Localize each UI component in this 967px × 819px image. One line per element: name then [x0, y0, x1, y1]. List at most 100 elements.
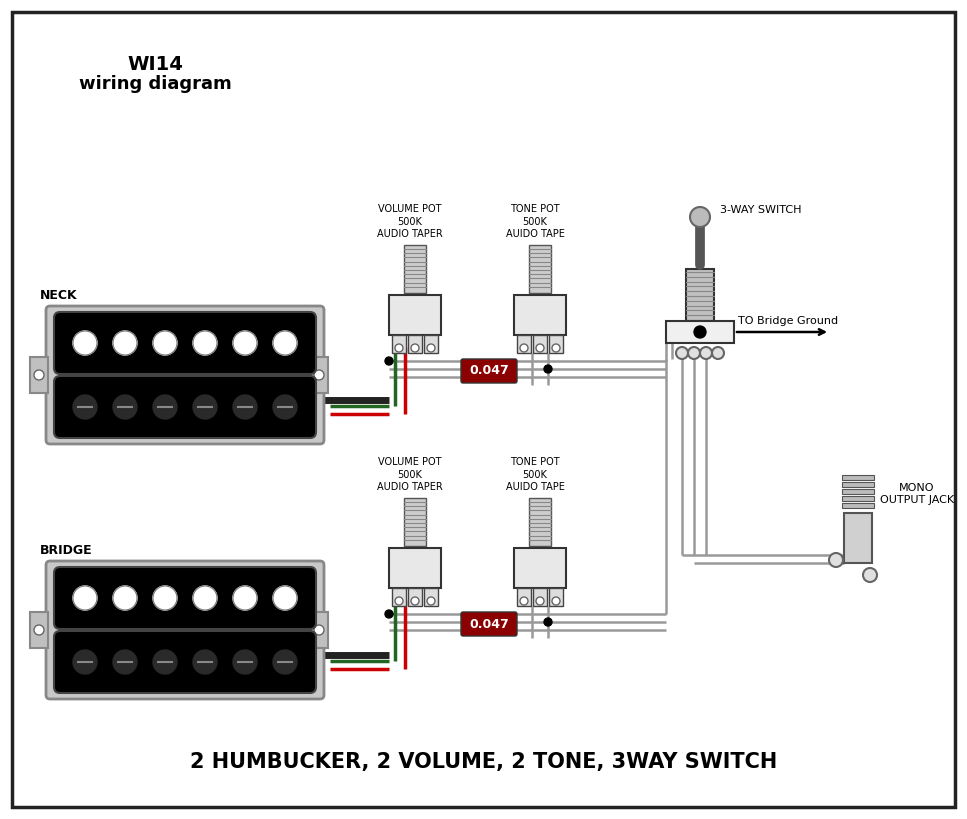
- Text: WI14: WI14: [127, 55, 183, 74]
- Circle shape: [688, 347, 700, 359]
- Bar: [533, 335, 547, 353]
- Circle shape: [700, 347, 712, 359]
- Bar: [529, 245, 551, 293]
- Text: NECK: NECK: [40, 289, 77, 302]
- Circle shape: [863, 568, 877, 582]
- Circle shape: [520, 344, 528, 352]
- Circle shape: [113, 586, 137, 610]
- Bar: [392, 588, 406, 606]
- Bar: [529, 498, 551, 546]
- Bar: [310, 357, 328, 393]
- Circle shape: [113, 331, 137, 355]
- Circle shape: [395, 344, 403, 352]
- Text: TONE POT
500K
AUIDO TAPE: TONE POT 500K AUIDO TAPE: [506, 204, 565, 239]
- FancyBboxPatch shape: [54, 312, 316, 374]
- Text: 2 HUMBUCKER, 2 VOLUME, 2 TONE, 3WAY SWITCH: 2 HUMBUCKER, 2 VOLUME, 2 TONE, 3WAY SWIT…: [190, 752, 777, 772]
- Circle shape: [395, 597, 403, 605]
- Circle shape: [233, 331, 257, 355]
- Circle shape: [153, 586, 177, 610]
- Text: TONE POT
500K
AUIDO TAPE: TONE POT 500K AUIDO TAPE: [506, 457, 565, 492]
- Bar: [310, 612, 328, 648]
- FancyBboxPatch shape: [461, 359, 517, 383]
- Circle shape: [233, 395, 257, 419]
- Circle shape: [273, 331, 297, 355]
- Circle shape: [113, 650, 137, 674]
- Bar: [844, 513, 872, 563]
- FancyBboxPatch shape: [54, 631, 316, 693]
- Bar: [514, 548, 566, 588]
- Circle shape: [427, 344, 435, 352]
- FancyBboxPatch shape: [461, 612, 517, 636]
- Bar: [842, 489, 874, 494]
- Circle shape: [73, 395, 97, 419]
- Circle shape: [829, 553, 843, 567]
- Circle shape: [427, 597, 435, 605]
- Bar: [424, 335, 438, 353]
- Text: MONO
OUTPUT JACK: MONO OUTPUT JACK: [880, 483, 954, 505]
- FancyBboxPatch shape: [54, 567, 316, 629]
- Bar: [404, 245, 426, 293]
- Circle shape: [544, 365, 552, 373]
- Circle shape: [193, 395, 217, 419]
- Circle shape: [73, 331, 97, 355]
- Circle shape: [314, 625, 324, 635]
- Circle shape: [536, 344, 544, 352]
- Circle shape: [273, 650, 297, 674]
- Text: 3-WAY SWITCH: 3-WAY SWITCH: [720, 205, 802, 215]
- Circle shape: [536, 597, 544, 605]
- Circle shape: [34, 625, 44, 635]
- Circle shape: [73, 650, 97, 674]
- Circle shape: [676, 347, 688, 359]
- Bar: [30, 612, 48, 648]
- Circle shape: [552, 597, 560, 605]
- Bar: [842, 482, 874, 487]
- Circle shape: [690, 207, 710, 227]
- Bar: [392, 335, 406, 353]
- Bar: [533, 588, 547, 606]
- Bar: [517, 588, 531, 606]
- Circle shape: [273, 395, 297, 419]
- Circle shape: [552, 344, 560, 352]
- Circle shape: [712, 347, 724, 359]
- Bar: [514, 295, 566, 335]
- FancyBboxPatch shape: [46, 561, 324, 699]
- Circle shape: [411, 344, 419, 352]
- Bar: [686, 269, 714, 321]
- FancyBboxPatch shape: [54, 376, 316, 438]
- Circle shape: [520, 597, 528, 605]
- Bar: [404, 498, 426, 546]
- Circle shape: [193, 650, 217, 674]
- Bar: [424, 588, 438, 606]
- Circle shape: [411, 597, 419, 605]
- Bar: [408, 588, 422, 606]
- Circle shape: [193, 331, 217, 355]
- Circle shape: [233, 586, 257, 610]
- Circle shape: [73, 586, 97, 610]
- Bar: [408, 335, 422, 353]
- Bar: [549, 335, 563, 353]
- Text: 0.047: 0.047: [469, 364, 509, 378]
- Circle shape: [385, 610, 393, 618]
- Text: wiring diagram: wiring diagram: [78, 75, 231, 93]
- Circle shape: [34, 370, 44, 380]
- Bar: [549, 588, 563, 606]
- Text: VOLUME POT
500K
AUDIO TAPER: VOLUME POT 500K AUDIO TAPER: [377, 457, 443, 492]
- FancyBboxPatch shape: [46, 306, 324, 444]
- Bar: [389, 295, 441, 335]
- Circle shape: [193, 586, 217, 610]
- Circle shape: [385, 357, 393, 365]
- Text: BRIDGE: BRIDGE: [40, 544, 93, 557]
- Circle shape: [544, 618, 552, 626]
- Bar: [842, 496, 874, 501]
- Bar: [842, 503, 874, 508]
- Circle shape: [314, 370, 324, 380]
- Bar: [30, 357, 48, 393]
- Text: TO Bridge Ground: TO Bridge Ground: [738, 316, 838, 326]
- Circle shape: [273, 586, 297, 610]
- Circle shape: [153, 395, 177, 419]
- Bar: [666, 321, 734, 343]
- Circle shape: [113, 395, 137, 419]
- Bar: [842, 475, 874, 480]
- Circle shape: [233, 650, 257, 674]
- Bar: [389, 548, 441, 588]
